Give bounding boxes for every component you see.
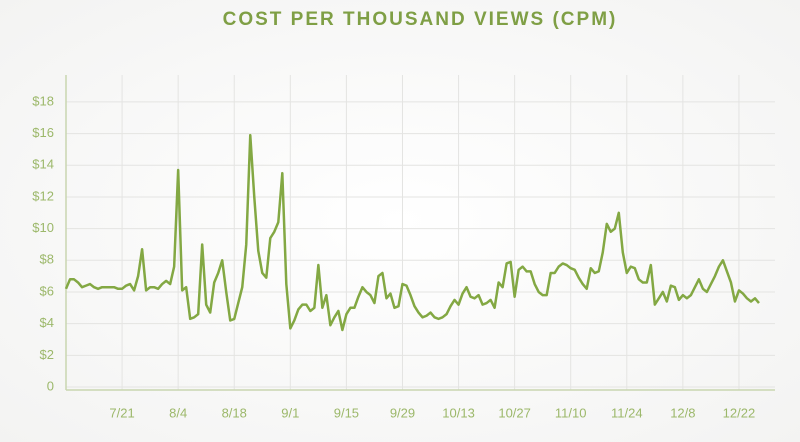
x-tick-label: 10/27 xyxy=(498,405,531,420)
y-tick-label: $4 xyxy=(40,315,54,330)
x-tick-label: 10/13 xyxy=(442,405,475,420)
y-tick-label: $8 xyxy=(40,252,54,267)
x-tick-label: 9/15 xyxy=(334,405,359,420)
x-tick-label: 12/8 xyxy=(670,405,695,420)
x-tick-label: 9/29 xyxy=(390,405,415,420)
y-tick-label: $2 xyxy=(40,347,54,362)
chart-title: COST PER THOUSAND VIEWS (CPM) xyxy=(223,9,618,30)
y-tick-label: $16 xyxy=(32,125,54,140)
x-tick-label: 7/21 xyxy=(109,405,134,420)
x-tick-label: 11/24 xyxy=(611,405,643,420)
data-line xyxy=(64,133,760,332)
x-tick-label: 9/1 xyxy=(281,405,299,420)
y-tick-label: 0 xyxy=(47,378,54,393)
y-tick-label: $6 xyxy=(40,283,54,298)
y-tick-label: $14 xyxy=(32,157,54,172)
x-tick-label: 8/4 xyxy=(169,405,187,420)
x-tick-label: 11/10 xyxy=(555,405,587,420)
y-tick-label: $10 xyxy=(32,220,54,235)
x-tick-label: 12/22 xyxy=(723,405,756,420)
y-tick-label: $12 xyxy=(32,188,54,203)
y-tick-label: $18 xyxy=(32,93,54,108)
x-tick-label: 8/18 xyxy=(222,405,247,420)
